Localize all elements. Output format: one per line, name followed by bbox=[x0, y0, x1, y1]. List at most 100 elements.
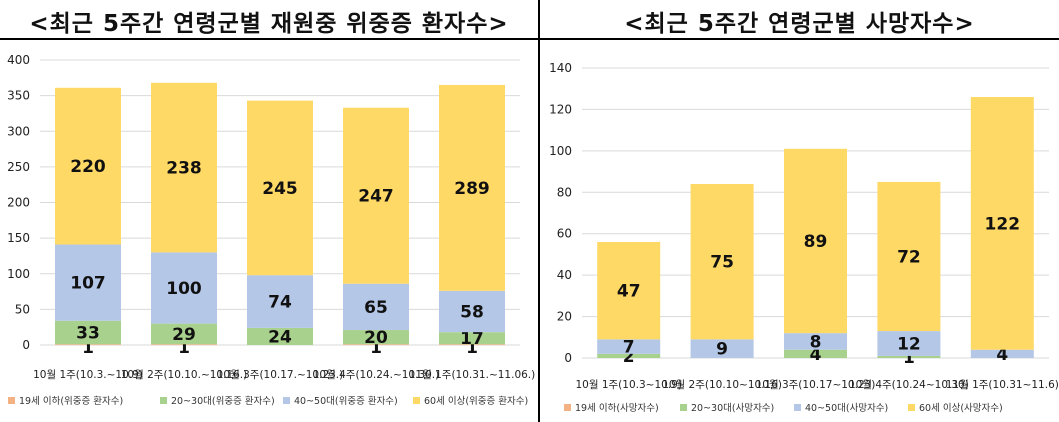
bar-segment bbox=[343, 283, 409, 331]
legend-swatch bbox=[413, 397, 420, 404]
bar-segment bbox=[343, 330, 409, 345]
y-tick-label: 50 bbox=[15, 302, 30, 316]
legend-label: 40~50대(사망자수) bbox=[805, 403, 888, 414]
bar-segment bbox=[439, 290, 505, 333]
legend-swatch bbox=[160, 397, 167, 404]
legend-label: 20~30대(위중증 환자수) bbox=[171, 395, 275, 407]
bar-segment bbox=[597, 339, 661, 354]
data-label: 20 bbox=[364, 328, 388, 348]
bar-segment bbox=[439, 344, 505, 346]
bar-segment bbox=[55, 87, 121, 245]
data-label: 122 bbox=[985, 214, 1021, 234]
bar-segment bbox=[343, 344, 409, 346]
y-tick-label: 60 bbox=[557, 227, 572, 241]
data-label: 17 bbox=[460, 329, 484, 349]
data-label: 1 bbox=[82, 338, 94, 358]
legend-swatch bbox=[283, 397, 290, 404]
legend-label: 40~50대(위중증 환자수) bbox=[294, 395, 398, 407]
y-tick-label: 0 bbox=[564, 351, 572, 365]
bar-segment bbox=[55, 244, 121, 321]
x-tick-label: 11월 1주(10.31~11.6) bbox=[946, 379, 1059, 391]
data-label: 289 bbox=[454, 179, 490, 199]
bar-segment bbox=[151, 252, 217, 324]
bar-segment bbox=[597, 242, 661, 340]
bar-segment bbox=[151, 82, 217, 253]
deaths-panel: <최근 5주간 연령군별 사망자수> 0 20 40 60 80 100 120 140 2 7 4… bbox=[540, 0, 1059, 422]
y-tick-label: 350 bbox=[7, 89, 30, 103]
x-tick-label: 10월 3주(10.17.~10.23.) bbox=[217, 369, 343, 381]
y-tick-label: 300 bbox=[7, 124, 30, 138]
bar-segment bbox=[55, 320, 121, 345]
data-label: 4 bbox=[810, 345, 822, 365]
data-label: 12 bbox=[897, 335, 921, 355]
severe-patients-panel: <최근 5주간 연령군별 재원중 위중증 환자수> 0 50 100 150 200 25… bbox=[0, 0, 538, 407]
bar-segment bbox=[690, 339, 754, 358]
data-label: 1 bbox=[466, 338, 478, 358]
y-tick-label: 80 bbox=[557, 185, 572, 199]
bar-segment bbox=[690, 184, 754, 340]
y-tick-label: 20 bbox=[557, 310, 572, 324]
data-label: 2 bbox=[623, 347, 635, 367]
severe-patients-title-bar: <최근 5주간 연령군별 재원중 위중증 환자수> bbox=[0, 0, 538, 40]
chart-title: <최근 5주간 연령군별 사망자수> bbox=[624, 11, 975, 37]
y-tick-label: 100 bbox=[7, 267, 30, 281]
legend-label: 60세 이상(사망자수) bbox=[919, 403, 1003, 414]
data-label: 100 bbox=[166, 279, 202, 299]
data-label: 245 bbox=[262, 179, 298, 199]
bar-segment bbox=[247, 100, 313, 276]
y-tick-label: 400 bbox=[7, 53, 30, 67]
legend-label: 60세 이상(위중증 환자수) bbox=[424, 395, 528, 407]
bar-segment bbox=[877, 331, 941, 356]
data-label: 4 bbox=[996, 345, 1008, 365]
y-tick-label: 140 bbox=[549, 61, 572, 75]
data-label: 29 bbox=[172, 325, 196, 345]
data-label: 7 bbox=[623, 338, 635, 358]
y-tick-label: 100 bbox=[549, 144, 572, 158]
data-label: 8 bbox=[810, 332, 822, 352]
y-tick-label: 120 bbox=[549, 102, 572, 116]
x-tick-label: 10월 4주(10.24.~10.30.) bbox=[313, 369, 439, 381]
x-tick-label: 10월 1주(10.3.~10.9) bbox=[33, 369, 143, 381]
x-tick-label: 10월 2주(10.10.~10.16.) bbox=[121, 369, 247, 381]
legend-label: 19세 이하(사망자수) bbox=[575, 402, 659, 414]
legend-label: 20~30대(사망자수) bbox=[691, 403, 774, 414]
data-label: 9 bbox=[716, 340, 728, 360]
bar-segment bbox=[970, 97, 1034, 350]
legend-label: 19세 이하(위중증 환자수) bbox=[19, 395, 123, 407]
legend-swatch bbox=[8, 397, 15, 404]
x-tick-label: 10월 4주(10.24~10.30) bbox=[849, 379, 969, 391]
data-label: 74 bbox=[268, 293, 292, 313]
y-tick-label: 0 bbox=[22, 338, 30, 352]
panel-divider bbox=[538, 0, 540, 422]
bar-segment bbox=[784, 333, 847, 350]
bar-segment bbox=[597, 353, 661, 358]
chart-title: <최근 5주간 연령군별 재원중 위중증 환자수> bbox=[29, 11, 509, 37]
bar-segment bbox=[151, 323, 217, 345]
data-label: 238 bbox=[166, 159, 202, 179]
y-tick-label: 200 bbox=[7, 196, 30, 210]
x-tick-label: 10월 2주(10.10~10.16) bbox=[662, 379, 782, 391]
legend-swatch bbox=[908, 404, 915, 411]
data-label: 1 bbox=[370, 338, 382, 358]
x-tick-label: 10월 3주(10.17~10.23) bbox=[756, 379, 876, 391]
bar-segment bbox=[439, 332, 505, 345]
bar-segment bbox=[877, 181, 941, 332]
data-label: 58 bbox=[460, 303, 484, 323]
y-tick-label: 40 bbox=[557, 268, 572, 282]
deaths-chart: 0 20 40 60 80 100 120 140 27 47 10월 1주(10.3~10.9) 9… bbox=[549, 61, 1059, 414]
data-label: 72 bbox=[897, 248, 921, 268]
data-label: 33 bbox=[76, 324, 100, 344]
y-tick-label: 250 bbox=[7, 160, 30, 174]
x-tick-label: 10월 1주(10.3~10.9) bbox=[575, 379, 681, 391]
x-tick-label: 11월 1주(10.31.~11.06.) bbox=[409, 369, 535, 381]
bar-segment bbox=[343, 107, 409, 284]
bar-segment bbox=[784, 148, 847, 334]
bar-segment bbox=[247, 275, 313, 328]
deaths-title-bar: <최근 5주간 연령군별 사망자수> bbox=[540, 0, 1059, 40]
legend-swatch bbox=[794, 404, 801, 411]
data-label: 89 bbox=[804, 232, 828, 252]
data-label: 1 bbox=[903, 348, 915, 368]
bar-segment bbox=[877, 355, 941, 358]
